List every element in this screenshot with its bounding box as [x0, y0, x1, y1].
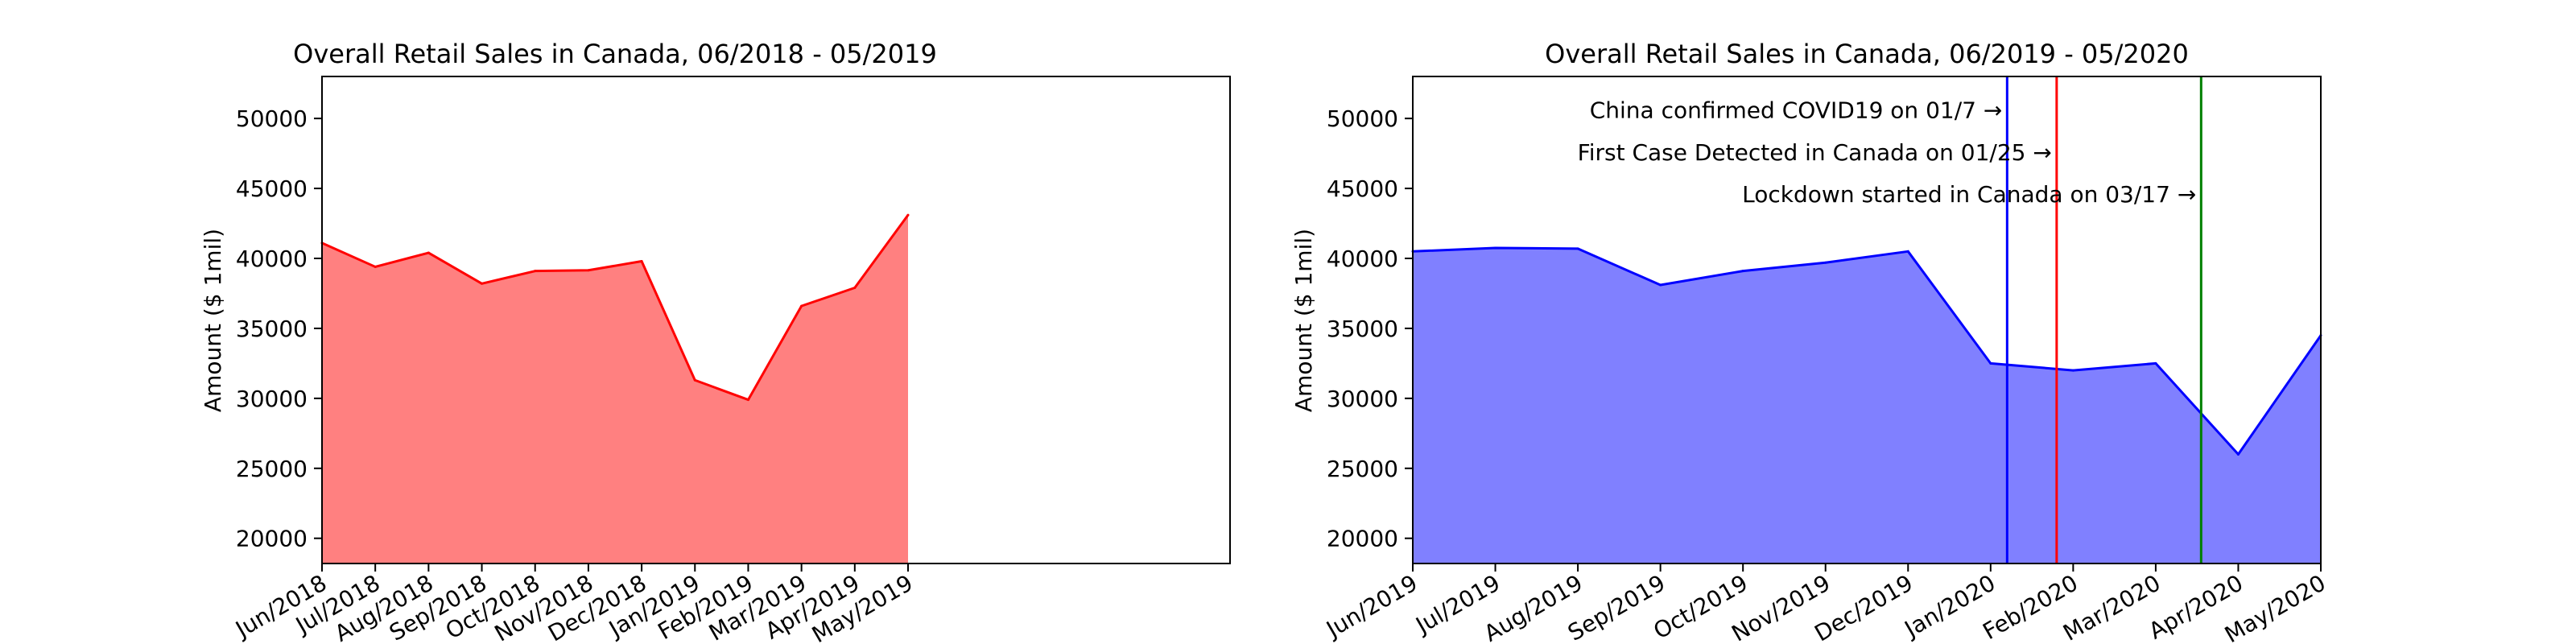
y-tick-label: 45000	[1327, 175, 1398, 202]
data-point	[906, 213, 910, 217]
event-annotation: China confirmed COVID19 on 01/7 →	[1590, 97, 2003, 124]
event-annotation: Lockdown started in Canada on 03/17 →	[1742, 181, 2196, 208]
data-point	[800, 304, 803, 308]
area-fill	[1413, 247, 2321, 564]
y-tick-label: 50000	[1327, 105, 1398, 132]
series-line	[1412, 246, 2322, 456]
data-point	[1824, 261, 1827, 264]
data-point	[481, 282, 484, 285]
y-tick-label: 20000	[1327, 526, 1398, 552]
data-point	[746, 398, 749, 402]
data-point	[640, 259, 643, 262]
plot-area	[1411, 246, 2322, 564]
data-point	[534, 270, 537, 273]
plot-frame	[1412, 76, 2322, 564]
y-tick-label: 40000	[236, 246, 308, 272]
data-point	[2154, 361, 2157, 365]
y-tick-label: 45000	[236, 175, 308, 202]
y-tick-label: 30000	[1327, 386, 1398, 412]
area-fill	[322, 215, 908, 564]
data-point	[2236, 452, 2240, 456]
data-point	[1494, 246, 1497, 250]
y-tick-label: 35000	[236, 316, 308, 342]
y-tick-label: 35000	[1327, 316, 1398, 342]
y-axis-label: Amount ($ 1mil)	[1290, 229, 1317, 412]
chart-title: Overall Retail Sales in Canada, 06/2019 …	[1545, 39, 2189, 69]
y-tick-label: 30000	[236, 386, 308, 412]
y-axis: 20000 25000 30000 35000 40000 45000 50000	[1327, 105, 1413, 552]
y-tick-label: 25000	[1327, 456, 1398, 482]
y-axis: 20000 25000 30000 35000 40000 45000 50000	[236, 105, 322, 552]
data-point	[1989, 361, 1992, 365]
y-tick-label: 50000	[236, 105, 308, 132]
y-tick-label: 40000	[1327, 246, 1398, 272]
data-point	[427, 251, 430, 254]
annotation-layer: China confirmed COVID19 on 01/7 → First C…	[1578, 76, 2202, 564]
data-point	[587, 269, 590, 272]
data-point	[2071, 369, 2074, 372]
data-point	[853, 287, 857, 290]
event-annotation: First Case Detected in Canada on 01/25 →	[1578, 139, 2052, 166]
y-axis-label: Amount ($ 1mil)	[200, 229, 226, 412]
data-point	[374, 265, 377, 268]
series-line	[321, 214, 910, 402]
y-tick-label: 25000	[236, 456, 308, 482]
chart-title: Overall Retail Sales in Canada, 06/2018 …	[293, 39, 937, 69]
chart-panel-2018-2019: Overall Retail Sales in Canada, 06/2018 …	[200, 39, 1231, 644]
data-point	[1741, 270, 1744, 273]
data-point	[1576, 247, 1579, 250]
data-point	[693, 378, 696, 382]
data-point	[1906, 250, 1909, 253]
plot-frame	[321, 76, 1231, 564]
y-tick-label: 20000	[236, 526, 308, 552]
data-point	[1659, 283, 1662, 287]
